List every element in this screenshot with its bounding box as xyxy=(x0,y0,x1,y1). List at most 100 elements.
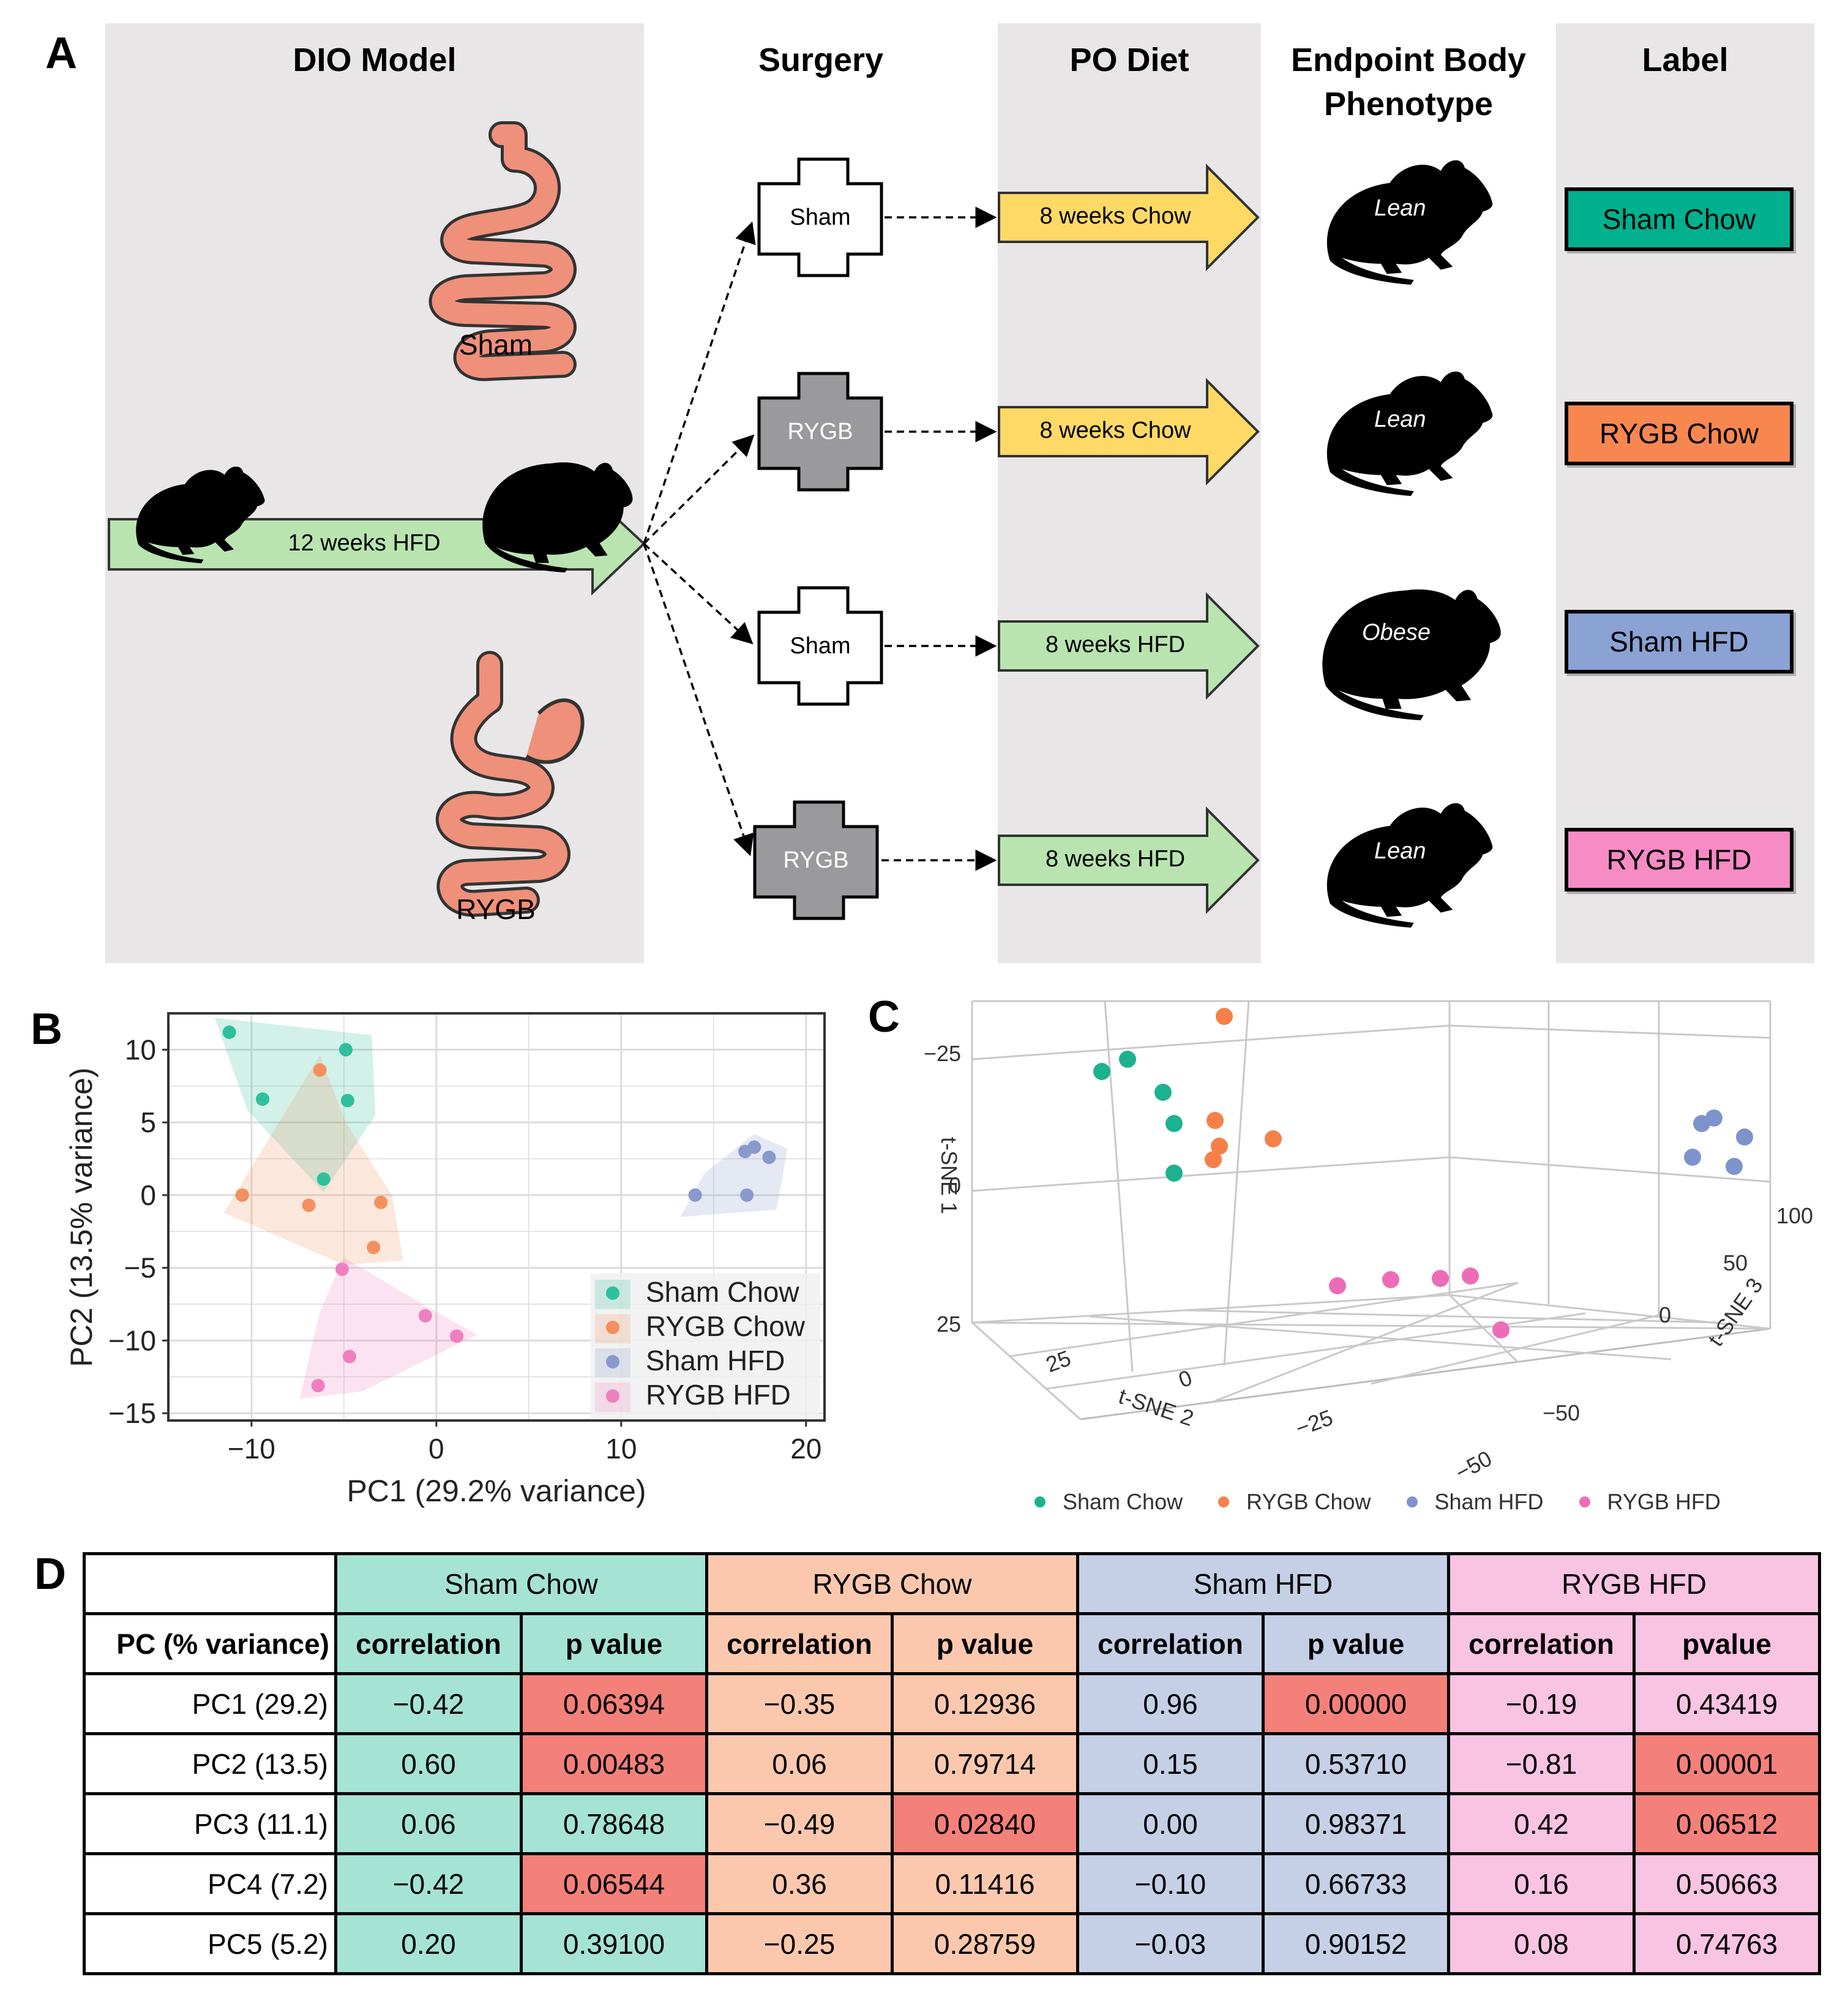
hfd-12-weeks-text: 12 weeks HFD xyxy=(288,530,441,556)
table-row: PC3 (11.1) 0.06 0.78648 −0.49 0.02840 0.00 0.9… xyxy=(83,1792,1821,1855)
obese-mouse-icon xyxy=(1322,589,1501,721)
diet-arrow-1 xyxy=(998,163,1260,271)
header-endpoint-line1: Endpoint Body xyxy=(1291,42,1526,78)
header-endpoint-line2: Phenotype xyxy=(1323,86,1494,122)
label-box-rygb-chow: RYGB Chow xyxy=(1565,402,1794,465)
phenotype-4: Lean xyxy=(1374,838,1426,864)
table-cell: −0.49 xyxy=(705,1792,894,1855)
pca-point xyxy=(740,1188,754,1202)
phenotype-1: Lean xyxy=(1374,195,1426,221)
tsne-legend-rygb-hfd: RYGB HFD xyxy=(1607,1489,1721,1514)
table-cell: 0.06 xyxy=(705,1732,894,1795)
tsne-y-tick-3: 0 xyxy=(1659,1302,1671,1327)
tsne-legend: Sham Chow RYGB Chow Sham HFD RYGB HFD xyxy=(1034,1489,1756,1515)
cross-rygb-1 xyxy=(757,372,883,492)
table-cell: 0.06 xyxy=(334,1792,523,1855)
pc-label: PC3 (11.1) xyxy=(83,1792,337,1855)
table-cell: 0.06544 xyxy=(520,1852,708,1915)
tsne-point-rygb-hfd xyxy=(1432,1270,1449,1287)
pca-legend-bg xyxy=(591,1274,820,1419)
table-cell: −0.19 xyxy=(1447,1672,1636,1735)
table-cell: 0.00 xyxy=(1076,1792,1265,1855)
tsne-legend-item: RYGB HFD xyxy=(1579,1489,1721,1515)
header-label: Label xyxy=(1642,42,1729,78)
tsne-z-tick-3: 25 xyxy=(937,1312,961,1337)
pca-legend-label: RYGB Chow xyxy=(646,1310,806,1342)
pca-point xyxy=(450,1329,464,1343)
subheader: p value xyxy=(891,1612,1079,1675)
pca-point xyxy=(311,1379,325,1392)
tsne-point-sham-chow xyxy=(1165,1165,1183,1182)
phenotype-3: Obese xyxy=(1362,620,1431,645)
row-header-label: PC (% variance) xyxy=(83,1612,337,1675)
cross-sham-1 xyxy=(757,157,883,277)
lean-mouse-icon-1 xyxy=(1326,160,1493,285)
pca-xtick-label: −10 xyxy=(228,1433,275,1465)
pca-point xyxy=(222,1025,236,1039)
table-cell: 0.36 xyxy=(705,1852,894,1915)
pca-ytick-label: 0 xyxy=(140,1179,156,1211)
label-box-rygb-hfd: RYGB HFD xyxy=(1565,828,1794,891)
pca-point xyxy=(762,1150,776,1165)
tsne-x-tick-4: −50 xyxy=(1451,1446,1496,1485)
pca-legend-dot-icon xyxy=(606,1389,619,1403)
table-cell: 0.16 xyxy=(1447,1852,1636,1915)
cross-label-4: RYGB xyxy=(783,847,849,873)
tsne-point-rygb-chow xyxy=(1265,1130,1282,1147)
pca-legend-label: Sham Chow xyxy=(646,1276,799,1308)
cross-sham-2 xyxy=(757,586,883,706)
legend-dot-icon xyxy=(1218,1496,1230,1507)
tsne-point-sham-chow xyxy=(1154,1084,1172,1101)
panel-label-c: C xyxy=(868,993,900,1042)
table-cell: 0.06512 xyxy=(1633,1792,1821,1855)
pca-point xyxy=(313,1063,327,1077)
table-cell: −0.25 xyxy=(705,1912,894,1975)
diet-arrow-2 xyxy=(998,378,1260,486)
pca-hull xyxy=(299,1258,477,1399)
table-cell: 0.90152 xyxy=(1262,1912,1450,1975)
cross-label-2: RYGB xyxy=(787,419,853,445)
table-cell: 0.39100 xyxy=(520,1912,708,1975)
tsne-point-sham-hfd xyxy=(1705,1109,1723,1127)
subheader: correlation xyxy=(1447,1612,1636,1675)
pca-xtick-label: 10 xyxy=(605,1433,637,1465)
tsne-point-rygb-hfd xyxy=(1382,1271,1399,1288)
pca-point xyxy=(418,1309,432,1323)
tsne-point-sham-chow xyxy=(1093,1063,1110,1080)
label-box-sham-hfd: Sham HFD xyxy=(1565,610,1794,674)
table-cell: 0.74763 xyxy=(1633,1912,1821,1975)
pca-xtick-label: 20 xyxy=(790,1433,821,1465)
pca-ylabel: PC2 (13.5% variance) xyxy=(64,1067,99,1367)
panel-label-a: A xyxy=(45,29,77,78)
diet-label-4: 8 weeks HFD xyxy=(1045,846,1186,872)
label-column-bg xyxy=(1556,23,1814,963)
phenotype-2: Lean xyxy=(1374,407,1426,432)
tsne-point-rygb-chow xyxy=(1205,1151,1222,1168)
tsne-z-tick-2: 0 xyxy=(949,1173,961,1198)
tsne-z-tick-1: −25 xyxy=(924,1041,961,1066)
table-row: PC4 (7.2) −0.42 0.06544 0.36 0.11416 −0.10 0.6… xyxy=(83,1852,1821,1915)
diet-arrow-4 xyxy=(998,806,1260,914)
tsne-y-tick-4: −50 xyxy=(1543,1400,1580,1425)
table-cell: 0.78648 xyxy=(520,1792,708,1855)
pca-point xyxy=(688,1188,702,1202)
table-cell: 0.08 xyxy=(1447,1912,1636,1975)
panel-a-graphics: Lean Lean Obese Lean xyxy=(108,121,1501,928)
table-cell: 0.15 xyxy=(1076,1732,1265,1795)
cross-label-3: Sham xyxy=(790,633,851,659)
tsne-point-sham-hfd xyxy=(1684,1149,1701,1166)
pca-point xyxy=(256,1092,270,1106)
cross-label-1: Sham xyxy=(790,205,851,230)
pca-plot-area xyxy=(168,1013,825,1531)
tsne-x-tick-3: −25 xyxy=(1292,1405,1336,1441)
panel-label-d: D xyxy=(34,1550,66,1599)
tsne-y-tick-1: 100 xyxy=(1776,1203,1813,1228)
pca-point xyxy=(747,1140,761,1154)
tsne-y-tick-2: 50 xyxy=(1723,1250,1748,1275)
table-cell: 0.20 xyxy=(334,1912,523,1975)
header-endpoint: Endpoint Body Phenotype xyxy=(1261,38,1556,126)
table-row: PC1 (29.2) −0.42 0.06394 −0.35 0.12936 0.96 0.… xyxy=(83,1672,1821,1735)
pca-point xyxy=(367,1240,381,1255)
pca-xtick-label: 0 xyxy=(428,1433,444,1465)
table-cell: 0.12936 xyxy=(891,1672,1079,1735)
